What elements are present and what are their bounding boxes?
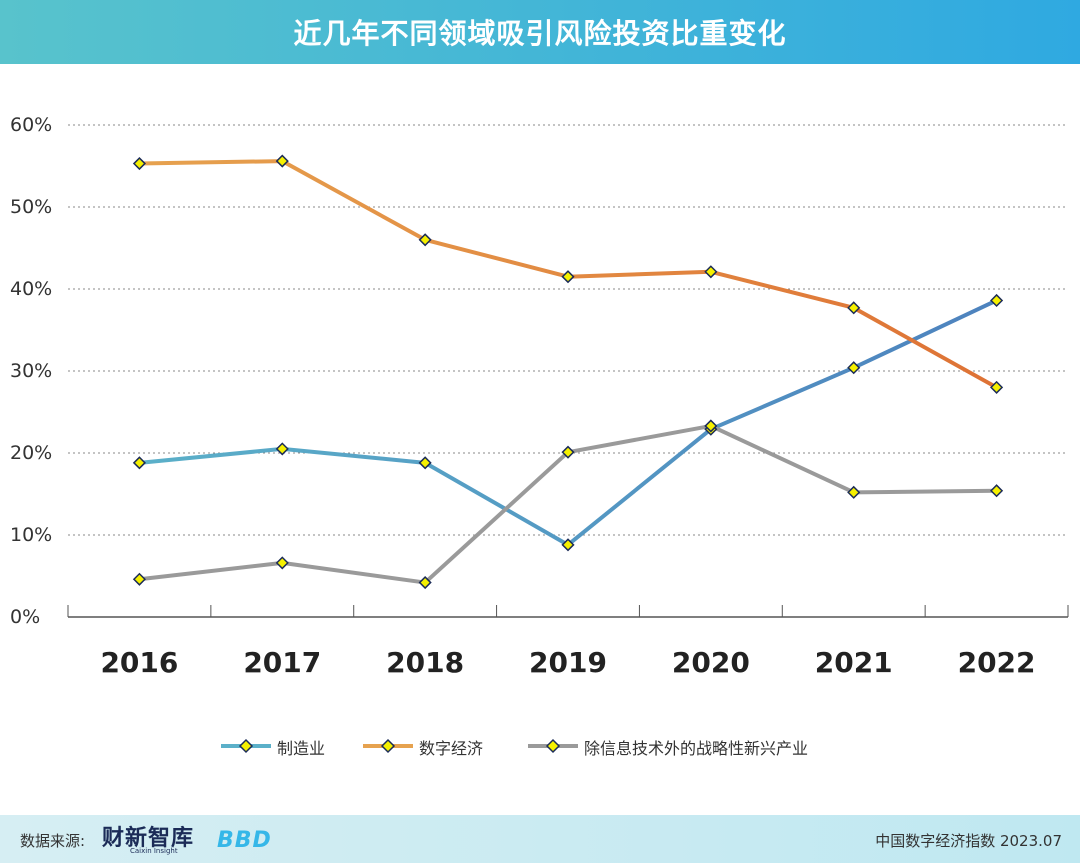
caixin-logo: 财新智库 Caixin Insight (102, 820, 202, 860)
data-point (990, 293, 1004, 308)
data-point (132, 156, 146, 171)
grid-lines (68, 124, 1068, 536)
footer: 数据来源: 财新智库 Caixin Insight BBD 中国数字经济指数 2… (0, 815, 1080, 863)
x-tick-label: 2020 (672, 646, 750, 679)
data-point (990, 484, 1004, 498)
legend-swatch-manufacturing (221, 738, 271, 754)
data-point (704, 419, 718, 433)
y-tick-labels: 0% 10% 20% 30% 40% 50% 60% (10, 114, 52, 628)
y-tick-label: 20% (10, 442, 52, 464)
chart-title: 近几年不同领域吸引风险投资比重变化 (293, 17, 787, 50)
x-tick-label: 2017 (243, 646, 321, 679)
series-line (137, 298, 999, 547)
data-point (418, 456, 432, 470)
y-tick-label: 30% (10, 360, 52, 382)
x-tick-label: 2022 (958, 646, 1036, 679)
data-point (132, 456, 146, 470)
x-tick-label: 2019 (529, 646, 607, 679)
axes (67, 605, 1069, 618)
legend-label-digital-economy: 数字经济 (419, 739, 484, 758)
y-tick-label: 40% (10, 278, 52, 300)
index-date-label: 中国数字经济指数 2023.07 (875, 832, 1062, 850)
x-tick-label: 2016 (100, 646, 178, 679)
legend-label-emerging-industries: 除信息技术外的战略性新兴产业 (584, 739, 809, 758)
data-point (418, 575, 432, 590)
legend-label-manufacturing: 制造业 (277, 739, 326, 758)
y-tick-label: 60% (10, 114, 52, 136)
legend-swatch-digital-economy (363, 738, 413, 754)
data-point (275, 556, 289, 570)
data-point (275, 154, 289, 168)
data-point (847, 301, 861, 315)
data-point (418, 233, 432, 247)
data-markers (132, 154, 1004, 590)
legend: 制造业 数字经济 除信息技术外的战略性新兴产业 (0, 734, 1080, 758)
x-tick-label: 2021 (815, 646, 893, 679)
y-tick-label: 50% (10, 196, 52, 218)
brand-subtitle: Caixin Insight (130, 847, 178, 855)
legend-swatch-emerging-industries (528, 738, 578, 754)
header-banner: 近几年不同领域吸引风险投资比重变化 (0, 0, 1080, 64)
y-tick-label: 0% (10, 606, 40, 628)
data-point (561, 538, 575, 552)
data-point (847, 485, 861, 499)
data-point (561, 270, 575, 284)
data-point (275, 442, 289, 456)
data-point (990, 380, 1004, 394)
data-point (847, 361, 861, 375)
bbd-logo: BBD (217, 828, 272, 853)
x-tick-labels: 2016 2017 2018 2019 2020 2021 2022 (100, 646, 1035, 679)
x-tick-label: 2018 (386, 646, 464, 679)
brand-name: 财新智库 (102, 826, 195, 851)
source-label: 数据来源: (20, 832, 86, 850)
data-point (704, 265, 718, 279)
data-point (132, 572, 146, 586)
series-lines (137, 159, 999, 585)
data-point (561, 445, 575, 459)
y-tick-label: 10% (10, 524, 52, 546)
line-chart: 0% 10% 20% 30% 40% 50% 60% 2016 2017 2018 2019 202… (10, 114, 1069, 679)
